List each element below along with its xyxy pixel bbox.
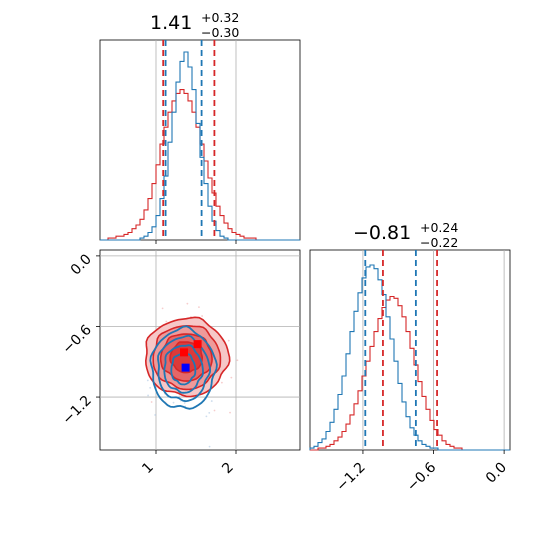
- x-tick-label: 2: [219, 460, 237, 478]
- blue-contour: [149, 325, 218, 410]
- scatter-point: [210, 400, 213, 402]
- scatter-point: [154, 414, 157, 416]
- scatter-point: [236, 359, 239, 362]
- scatter-point: [230, 376, 233, 379]
- red-marker: [193, 340, 202, 349]
- y-param-title: −0.81: [353, 222, 411, 244]
- scatter-point: [208, 411, 211, 414]
- scatter-panel: [99, 249, 301, 451]
- scatter-point: [149, 386, 152, 389]
- y-param-title-lower: −0.22: [420, 235, 458, 250]
- red-x-histogram: [100, 89, 300, 241]
- y-tick-label: −1.2: [59, 393, 94, 428]
- red-marker: [180, 348, 188, 357]
- scatter-point: [201, 315, 204, 317]
- scatter-point: [161, 307, 164, 310]
- y-histogram-panel: [309, 249, 511, 451]
- scatter-point: [183, 402, 186, 404]
- scatter-point: [178, 395, 181, 398]
- scatter-point: [229, 411, 231, 414]
- scatter-point: [198, 306, 200, 309]
- blue-contour: [170, 353, 197, 386]
- x-param-title-lower: −0.30: [201, 25, 239, 40]
- scatter-point: [147, 394, 149, 397]
- scatter-point: [172, 401, 175, 404]
- x-histogram-panel: [99, 39, 301, 241]
- scatter-point: [208, 445, 211, 448]
- scatter-point: [227, 339, 230, 342]
- scatter-point: [181, 396, 184, 398]
- x-param-title-upper: +0.32: [201, 10, 239, 25]
- scatter-point: [165, 320, 168, 323]
- scatter-point: [220, 381, 223, 384]
- x-tick-label: 0.0: [483, 460, 510, 487]
- scatter-point: [205, 415, 208, 418]
- x-tick-label: −1.2: [333, 460, 368, 495]
- x-tick-label: 1: [139, 460, 157, 478]
- scatter-point: [213, 409, 216, 412]
- y-tick-label: −0.6: [59, 322, 94, 357]
- blue-contour: [163, 344, 204, 394]
- blue-x-histogram: [100, 51, 300, 241]
- scatter-point: [146, 379, 149, 382]
- blue-y-histogram: [309, 264, 510, 451]
- x-tick-label: −0.6: [404, 459, 439, 494]
- scatter-point: [150, 401, 153, 403]
- y-tick-label: 0.0: [68, 251, 95, 278]
- scatter-point: [186, 302, 189, 305]
- blue-marker: [181, 363, 190, 372]
- red-y-histogram: [310, 295, 510, 451]
- x-param-title: 1.41: [150, 12, 192, 34]
- y-param-title-upper: +0.24: [420, 220, 458, 235]
